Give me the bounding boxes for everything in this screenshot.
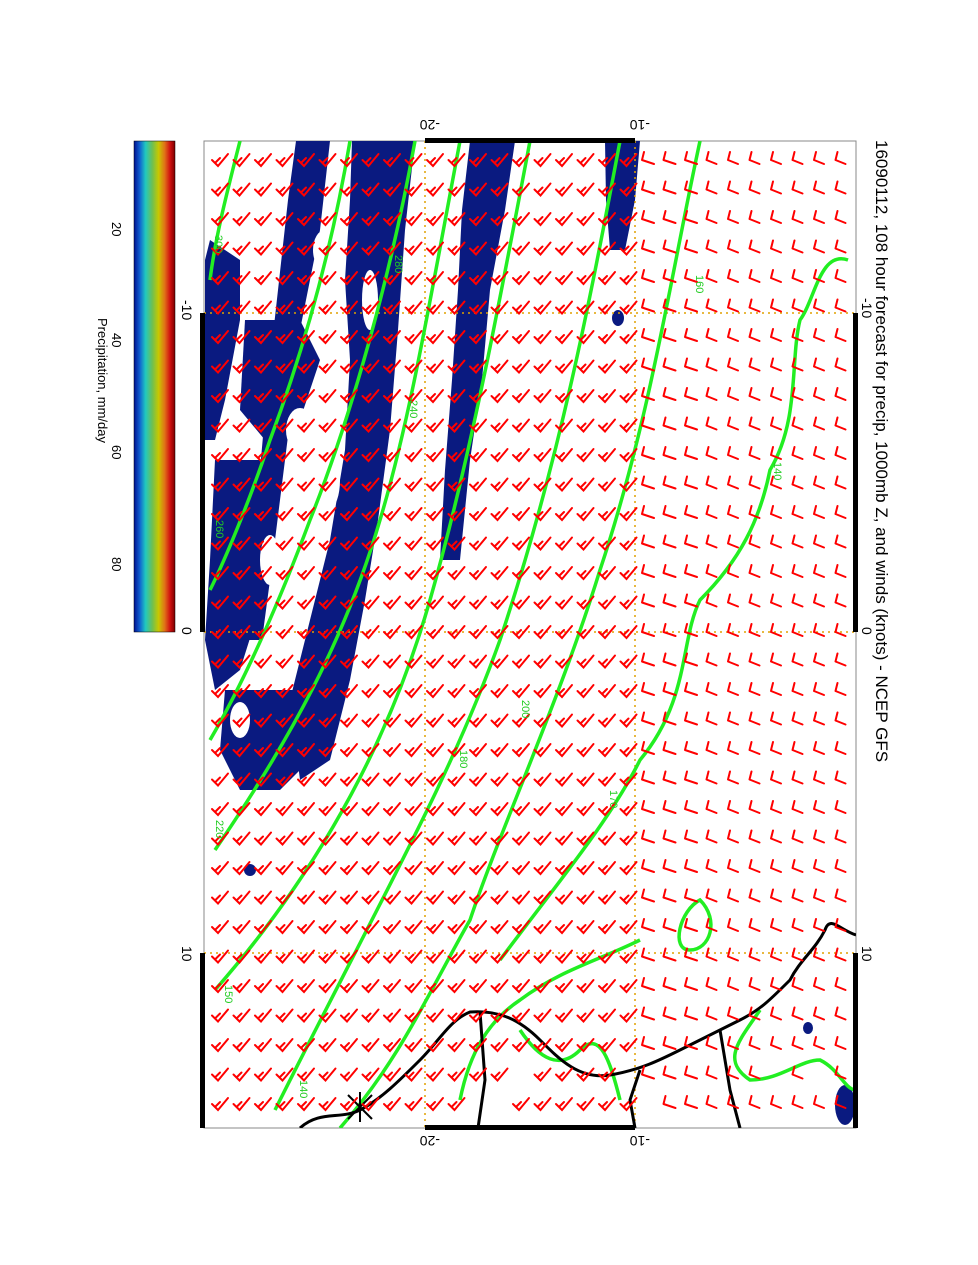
contour-label: 160: [693, 275, 705, 293]
axis-bar: [200, 313, 205, 632]
axis-bar: [853, 953, 858, 1128]
contour-label: 240: [407, 400, 419, 418]
colorbar-tick: 20: [109, 222, 124, 236]
chart-title: 16090112, 108 hour forecast for precip, …: [872, 140, 891, 762]
contour-label: 220: [213, 820, 225, 838]
colorbar-label: Precipitation, mm/day: [95, 318, 110, 443]
lat-tick-bottom: -20: [420, 1133, 440, 1149]
axis-bar: [853, 313, 858, 632]
contour-label: 200: [519, 700, 531, 718]
lat-tick-top: -20: [420, 117, 440, 133]
contour-label: 150: [222, 985, 234, 1003]
precip-hole: [320, 452, 340, 508]
lon-tick-right: -10: [859, 298, 875, 318]
colorbar-tick: 80: [109, 557, 124, 571]
lon-tick-left: 0: [179, 627, 195, 635]
colorbar: 20 40 60 80 Precipitation, mm/day: [95, 141, 175, 632]
contour-label: 260: [213, 520, 225, 538]
colorbar-tick: 60: [109, 445, 124, 459]
lon-tick-right: 10: [859, 946, 875, 962]
precip-hole: [286, 408, 314, 452]
contour-label: 170: [607, 790, 619, 808]
contour-label: 300: [212, 235, 224, 253]
precip-blob: [803, 1022, 813, 1034]
contour-label: 180: [457, 750, 469, 768]
contour-label: 140: [771, 462, 783, 480]
axis-bar: [425, 1125, 635, 1130]
lat-tick-bottom: -10: [630, 1133, 650, 1149]
lat-tick-top: -10: [630, 117, 650, 133]
lon-tick-left: -10: [179, 300, 195, 320]
lon-tick-left: 10: [179, 946, 195, 962]
colorbar-gradient: [134, 141, 175, 632]
colorbar-tick: 40: [109, 333, 124, 347]
contour-label: 280: [392, 255, 404, 273]
lon-tick-right: 0: [859, 627, 875, 635]
contour-label: 140: [297, 1080, 309, 1098]
axis-bar: [200, 953, 205, 1128]
map-panel: 300 160 140 280 240 260 220 200 180 170 …: [179, 117, 875, 1149]
axis-bar: [425, 138, 635, 143]
